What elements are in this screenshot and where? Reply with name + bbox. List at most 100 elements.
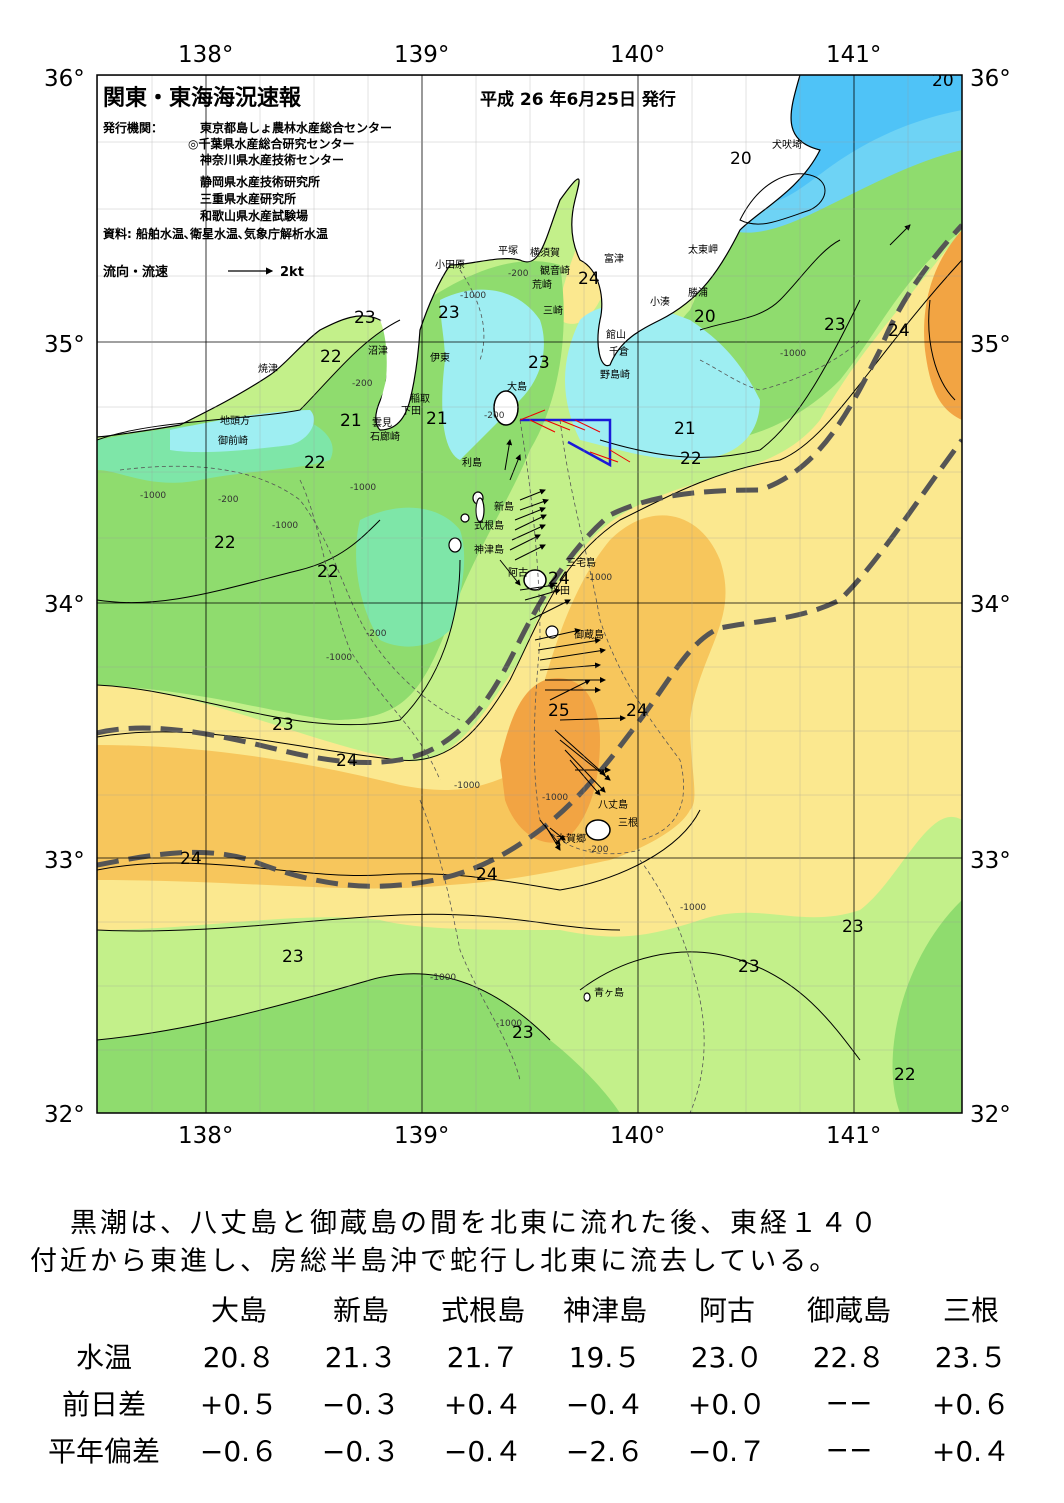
lat-label: 32° xyxy=(970,1102,1011,1128)
table-cell: −0.６ xyxy=(199,1434,279,1468)
column-header: 三根 xyxy=(942,1293,999,1327)
lat-label: 32° xyxy=(44,1102,85,1128)
depth-label: -200 xyxy=(218,495,239,505)
depth-label: -200 xyxy=(366,629,387,639)
table-cell: −0.３ xyxy=(321,1434,401,1468)
island-oshima xyxy=(493,390,519,426)
table-cell: −− xyxy=(825,1386,873,1419)
isotherm-label: 23 xyxy=(272,715,294,735)
issuer: 神奈川県水産技術センター xyxy=(200,152,344,167)
column-header: 大島 xyxy=(210,1293,267,1327)
isotherm-label: 23 xyxy=(512,1023,534,1043)
place-label: 神津島 xyxy=(474,543,504,556)
isotherm-label: 22 xyxy=(317,562,339,582)
lon-label: 140° xyxy=(610,42,665,68)
lon-label: 139° xyxy=(394,42,449,68)
issuer: 和歌山県水産試験場 xyxy=(199,208,308,223)
isotherm-label: 23 xyxy=(738,957,760,977)
place-label: 大島 xyxy=(507,380,527,393)
isotherm-label: 22 xyxy=(680,449,702,469)
data-sources: 資料: 船舶水温､衛星水温､気象庁解析水温 xyxy=(103,226,328,241)
isotherm-labels: 20 20 20 21 21 21 22 22 22 22 22 22 23 2… xyxy=(180,71,954,1085)
depth-label: -1000 xyxy=(454,781,480,791)
column-header: 阿古 xyxy=(698,1293,755,1327)
place-label: 地頭方 xyxy=(220,414,250,427)
zone-21-izu xyxy=(356,507,465,647)
depth-label: -1000 xyxy=(430,973,456,983)
table-cell: 22.８ xyxy=(812,1340,886,1374)
map-title: 関東・東海海況速報 xyxy=(103,85,302,111)
observation-vectors-red xyxy=(519,409,631,463)
table-cell: +0.４ xyxy=(931,1434,1011,1468)
isotherm-label: 24 xyxy=(888,321,910,341)
table-cell: −− xyxy=(825,1433,873,1466)
isotherm-label: 24 xyxy=(626,701,648,721)
axis-labels: 138° 139° 140° 141° 138° 139° 140° 141° … xyxy=(44,42,1011,1149)
isotherm-label: 23 xyxy=(282,947,304,967)
table-cell: +0.５ xyxy=(199,1387,279,1421)
column-header: 新島 xyxy=(332,1293,389,1327)
isotherm-label: 24 xyxy=(336,751,358,771)
isotherm-label: 21 xyxy=(340,411,362,431)
lon-label: 139° xyxy=(394,1123,449,1149)
place-label: 大賀郷 xyxy=(556,832,586,845)
isotherm-label: 20 xyxy=(932,71,954,91)
place-label: 三崎 xyxy=(543,304,563,317)
isotherm-label: 20 xyxy=(730,149,752,169)
depth-label: -1000 xyxy=(140,491,166,501)
place-label: 観音崎 xyxy=(540,264,570,277)
table-cell: 21.７ xyxy=(446,1340,520,1374)
place-label: 阿古 xyxy=(508,566,528,579)
lat-label: 33° xyxy=(970,848,1011,874)
place-label: 青ヶ島 xyxy=(594,986,624,999)
depth-label: -1000 xyxy=(460,291,486,301)
depth-label: -200 xyxy=(508,269,529,279)
lon-label: 138° xyxy=(178,1123,233,1149)
isotherm-label: 23 xyxy=(842,917,864,937)
island-mikurajima xyxy=(545,625,559,639)
depth-label: -1000 xyxy=(326,653,352,663)
isotherm-label: 22 xyxy=(894,1065,916,1085)
isotherm-label: 21 xyxy=(674,419,696,439)
place-label: 八丈島 xyxy=(598,798,628,811)
place-label: 利島 xyxy=(462,456,482,469)
place-label: 御前崎 xyxy=(218,434,248,447)
zone-26-east xyxy=(924,230,962,420)
island-shikinejima xyxy=(460,513,470,523)
lat-label: 33° xyxy=(44,848,85,874)
place-label: 荒崎 xyxy=(532,278,552,291)
lat-label: 34° xyxy=(970,592,1011,618)
place-label: 小湊 xyxy=(650,295,670,308)
place-label: 焼津 xyxy=(258,363,278,375)
depth-label: -1000 xyxy=(680,903,706,913)
lon-label: 138° xyxy=(178,42,233,68)
lon-label: 141° xyxy=(826,1123,881,1149)
lat-label: 35° xyxy=(44,332,85,358)
table-cell: 23.０ xyxy=(690,1340,764,1374)
summary-line-1: 黒潮は、八丈島と御蔵島の間を北東に流れた後、東経１４０ xyxy=(70,1208,880,1239)
map-frame xyxy=(96,74,963,1114)
table-row: 前日差 +0.５ −0.３ +0.４ −0.４ +0.０ −− +0.６ xyxy=(30,1379,1032,1426)
isotherm-label: 22 xyxy=(214,533,236,553)
column-header: 式根島 xyxy=(440,1293,525,1327)
table-cell: −0.３ xyxy=(321,1387,401,1421)
isotherm-label: 20 xyxy=(694,307,716,327)
zone-24 xyxy=(97,230,962,937)
kuroshio-axis xyxy=(97,223,962,889)
row-label: 水温 xyxy=(75,1340,132,1374)
table-row: 平年偏差 −0.６ −0.３ −0.４ −2.６ −0.７ −− +0.４ xyxy=(30,1426,1032,1473)
depth-label: -200 xyxy=(484,411,505,421)
isotherm-label: 23 xyxy=(438,303,460,323)
isotherm-label: 24 xyxy=(578,269,600,289)
place-label: 野島崎 xyxy=(600,368,630,381)
table-cell: −0.７ xyxy=(687,1434,767,1468)
column-header: 神津島 xyxy=(562,1293,647,1327)
observation-table: 大島 新島 式根島 神津島 阿古 御蔵島 三根 水温 20.８ 21.３ 21.… xyxy=(30,1285,1032,1473)
place-label: 館山 xyxy=(606,328,626,341)
column-header: 御蔵島 xyxy=(806,1293,891,1327)
place-label: 式根島 xyxy=(474,519,504,532)
table-header-row: 大島 新島 式根島 神津島 阿古 御蔵島 三根 xyxy=(30,1285,1032,1332)
issuer: 静岡県水産技術研究所 xyxy=(200,174,320,189)
table-cell: −0.４ xyxy=(443,1434,523,1468)
depth-label: -1000 xyxy=(586,573,612,583)
